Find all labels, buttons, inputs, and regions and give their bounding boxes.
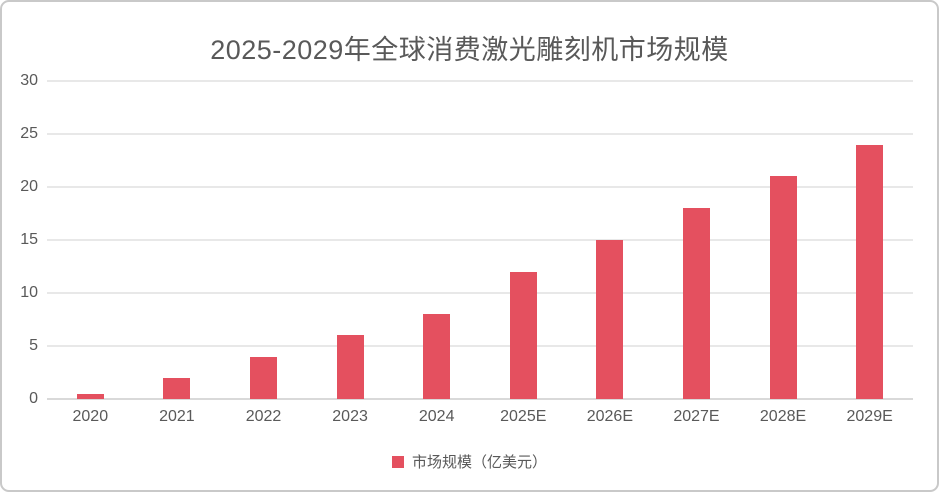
x-tick-label: 2021 bbox=[159, 408, 195, 425]
bar-slot bbox=[826, 81, 913, 399]
y-tick-label: 20 bbox=[20, 178, 38, 196]
bar-slot bbox=[567, 81, 654, 399]
bar-slot bbox=[134, 81, 221, 399]
x-tick-label: 2020 bbox=[72, 408, 109, 425]
bar-slot bbox=[653, 81, 740, 399]
chart-title: 2025-2029年全球消费激光雕刻机市场规模 bbox=[210, 35, 729, 65]
plot-area: 0 5 10 15 20 25 30 bbox=[20, 73, 913, 407]
gridline bbox=[47, 239, 913, 241]
gridline bbox=[47, 186, 913, 189]
legend-label: 市场规模（亿美元） bbox=[411, 454, 547, 471]
bar-slot bbox=[740, 81, 827, 399]
y-tick-label: 15 bbox=[20, 231, 38, 248]
x-tick-label: 2022 bbox=[245, 408, 282, 425]
bar-2028E bbox=[769, 176, 797, 399]
gridline bbox=[47, 133, 913, 135]
x-tick-label: 2029E bbox=[846, 408, 893, 425]
bar-2029E bbox=[856, 144, 884, 399]
x-axis-line bbox=[47, 398, 913, 400]
bar-2024 bbox=[423, 314, 451, 399]
bar-slot bbox=[480, 81, 567, 399]
gridline bbox=[47, 292, 913, 295]
y-tick-label: 0 bbox=[29, 390, 38, 407]
legend: 市场规模（亿美元） bbox=[2, 451, 937, 472]
x-tick-label: 2027E bbox=[673, 408, 720, 425]
bar-series bbox=[47, 81, 913, 399]
y-tick-label: 5 bbox=[29, 337, 38, 355]
bar-2025E bbox=[509, 271, 537, 399]
x-axis-labels: 2020 2021 2022 2023 2024 2025E 2026E 2027E 2028E… bbox=[47, 408, 913, 426]
bar-2026E bbox=[596, 240, 624, 399]
bar-2021 bbox=[163, 377, 191, 399]
x-tick-label: 2023 bbox=[332, 408, 368, 425]
x-tick-label: 2026E bbox=[586, 408, 633, 425]
bar-2022 bbox=[249, 356, 277, 399]
gridline bbox=[47, 80, 913, 82]
x-tick-label: 2028E bbox=[759, 408, 807, 425]
gridline bbox=[47, 345, 913, 348]
bar-slot bbox=[393, 81, 480, 399]
bar-slot bbox=[47, 81, 134, 399]
y-tick-label: 25 bbox=[20, 125, 38, 142]
y-tick-label: 10 bbox=[20, 284, 38, 302]
bar-slot bbox=[307, 81, 394, 399]
x-tick-label: 2024 bbox=[418, 408, 455, 425]
y-tick-label: 30 bbox=[20, 72, 38, 89]
bar-2020 bbox=[76, 393, 104, 399]
x-tick-label: 2025E bbox=[500, 408, 547, 425]
bar-2027E bbox=[682, 208, 710, 399]
legend-marker-icon bbox=[391, 455, 404, 468]
bar-slot bbox=[220, 81, 307, 399]
bar-2023 bbox=[336, 335, 364, 399]
